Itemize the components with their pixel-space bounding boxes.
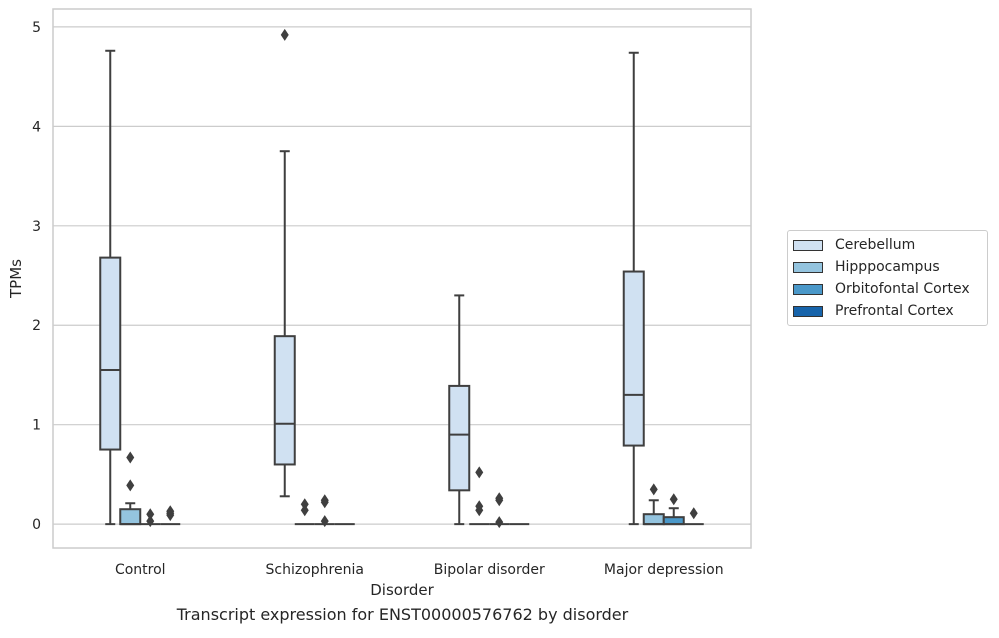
legend-item-orbitofrontal: Orbitofontal Cortex — [793, 279, 970, 299]
box-0-2-body — [448, 384, 471, 492]
y-axis-label: TPMs — [7, 259, 25, 299]
box-1-0-outlier-0 — [126, 479, 135, 492]
box-0-0-body — [99, 256, 122, 451]
box-2-2-outlier-0 — [495, 516, 504, 529]
box-0-1-body — [273, 335, 296, 466]
box-1-1-outlier-1 — [300, 498, 309, 511]
legend: Cerebellum Hipppocampus Orbitofontal Cor… — [787, 230, 988, 326]
y-tick-label-0: 0 — [32, 517, 41, 533]
legend-item-prefrontal: Prefrontal Cortex — [793, 301, 954, 321]
box-2-0-outlier-1 — [146, 508, 155, 521]
x-axis-label: Disorder — [370, 581, 434, 599]
y-tick-label-4: 4 — [32, 119, 41, 135]
legend-swatch-orbitofrontal — [793, 283, 823, 295]
legend-swatch-cerebellum — [793, 239, 823, 251]
legend-item-hippocampus: Hipppocampus — [793, 257, 940, 277]
legend-label-prefrontal: Prefrontal Cortex — [835, 303, 954, 319]
x-tick-label-3: Major depression — [604, 562, 724, 578]
y-tick-label-1: 1 — [32, 418, 41, 434]
box-1-2-outlier-2 — [475, 466, 484, 479]
box-3-3-outlier-0 — [689, 507, 698, 520]
box-1-2-outlier-1 — [475, 500, 484, 513]
x-tick-label-0: Control — [115, 562, 166, 578]
box-0-1-outlier-0 — [280, 28, 289, 41]
legend-swatch-hippocampus — [793, 261, 823, 273]
box-2-1-outlier-2 — [320, 494, 329, 507]
legend-swatch-prefrontal — [793, 305, 823, 317]
box-1-0-outlier-1 — [126, 451, 135, 464]
y-tick-label-2: 2 — [32, 318, 41, 334]
box-3-0-outlier-2 — [166, 505, 175, 518]
box-1-3-body — [642, 513, 665, 526]
box-2-3-body — [662, 516, 685, 526]
box-2-1-outlier-0 — [320, 515, 329, 528]
legend-label-hippocampus: Hipppocampus — [835, 259, 940, 275]
legend-item-cerebellum: Cerebellum — [793, 235, 915, 255]
legend-label-cerebellum: Cerebellum — [835, 237, 916, 253]
box-2-0-outlier-0 — [146, 515, 155, 528]
legend-label-orbitofrontal: Orbitofontal Cortex — [835, 281, 970, 297]
box-1-0-body — [119, 508, 142, 526]
box-0-3-body — [622, 270, 645, 447]
y-tick-label-3: 3 — [32, 219, 41, 235]
x-tick-label-1: Schizophrenia — [266, 562, 364, 578]
y-tick-label-5: 5 — [32, 20, 41, 36]
box-2-3-outlier-0 — [669, 493, 678, 506]
chart-caption: Transcript expression for ENST0000057676… — [176, 605, 629, 624]
plot-frame — [52, 8, 752, 549]
x-tick-label-2: Bipolar disorder — [434, 562, 545, 578]
box-1-3-outlier-0 — [649, 483, 658, 496]
box-2-2-outlier-2 — [495, 492, 504, 505]
